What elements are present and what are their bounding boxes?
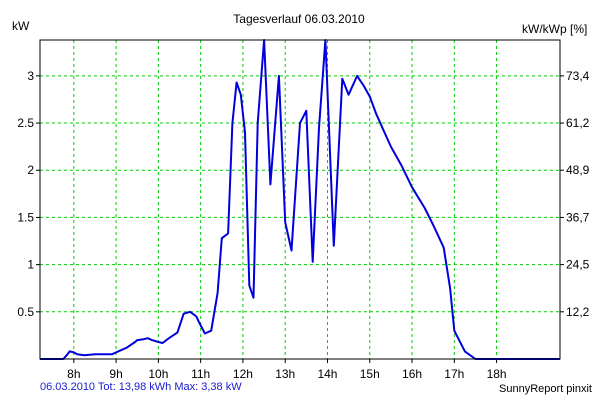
grid	[40, 40, 560, 359]
y-axis-left-label: kW	[12, 19, 30, 33]
y-right-tick-label: 73,4	[566, 69, 590, 83]
y-right-tick-label: 12,2	[566, 305, 590, 319]
y-right-tick-label: 48,9	[566, 163, 590, 177]
series-layer	[40, 39, 560, 360]
x-tick-label: 11h	[191, 367, 210, 381]
y-left-tick-label: 2.5	[17, 116, 34, 130]
x-tick-label: 18h	[487, 367, 507, 381]
x-tick-label: 14h	[317, 367, 337, 381]
x-tick-label: 10h	[148, 367, 168, 381]
footer-summary: 06.03.2010 Tot: 13,98 kWh Max: 3,38 kW	[40, 381, 242, 393]
y-right-tick-label: 24,5	[566, 258, 590, 272]
x-tick-label: 8h	[67, 367, 80, 381]
series-line-power	[40, 39, 560, 360]
x-tick-label: 12h	[233, 367, 253, 381]
x-tick-label: 16h	[402, 367, 422, 381]
footer-credit: SunnyReport pinxit	[499, 383, 592, 395]
x-tick-label: 9h	[109, 367, 122, 381]
plot-frame	[39, 39, 561, 360]
y-left-tick-label: 1	[27, 258, 34, 272]
y-left-tick-label: 2	[27, 163, 34, 177]
x-tick-label: 15h	[360, 367, 380, 381]
x-tick-label: 13h	[275, 367, 295, 381]
y-right-tick-label: 61,2	[566, 116, 590, 130]
chart-title: Tagesverlauf 06.03.2010	[233, 12, 365, 26]
y-axis-right-label: kW/kWp [%]	[522, 22, 587, 36]
x-tick-label: 17h	[444, 367, 464, 381]
y-left-tick-label: 3	[27, 69, 34, 83]
y-left-tick-label: 1.5	[17, 210, 34, 224]
y-left-tick-label: 0.5	[17, 305, 34, 319]
y-right-tick-label: 36,7	[566, 210, 590, 224]
tick-labels: 8h 9h 10h 11h 12h 13h 14h 15h 16h 17h 18h 0.5 12,2 1 2…	[17, 69, 589, 381]
